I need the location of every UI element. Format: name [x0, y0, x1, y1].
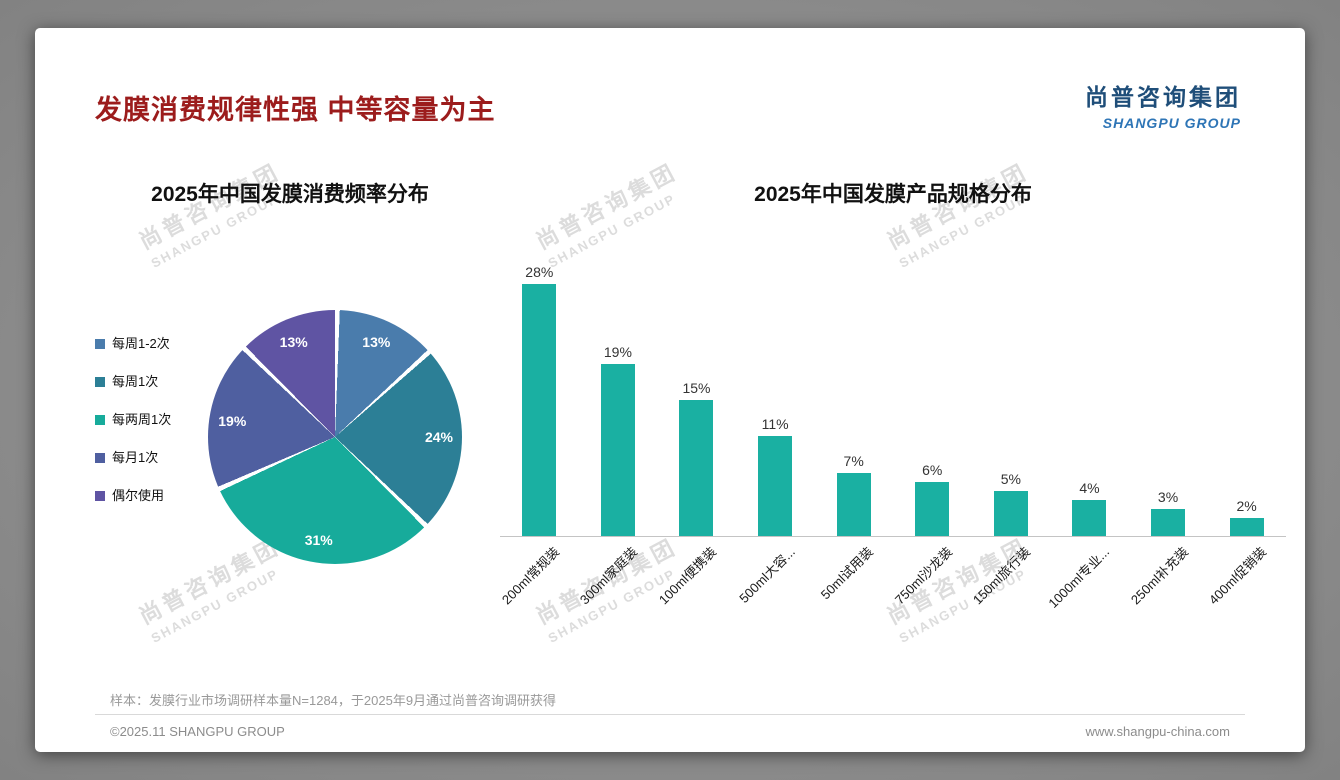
bar	[758, 436, 793, 536]
bar-value-label: 2%	[1236, 497, 1257, 514]
pie-chart: 13% 24% 31% 19% 13%	[208, 310, 462, 564]
bar-group: 3% 250ml补充装	[1128, 264, 1208, 608]
legend-label: 每周1次	[112, 374, 159, 389]
watermark: 尚普咨询集团 SHANGPU GROUP	[133, 154, 294, 271]
pie-slice-label: 13%	[362, 333, 391, 350]
logo-en-text: SHANGPU GROUP	[1102, 115, 1241, 131]
bar	[1072, 499, 1107, 536]
pie-slice-label: 31%	[304, 531, 333, 548]
legend-swatch	[95, 490, 105, 501]
bar-category-label: 250ml补充装	[1127, 544, 1191, 608]
legend-label: 每月1次	[112, 450, 159, 465]
bar-chart-plot: 28% 200ml常规装 19% 300ml家庭装 15% 100ml便携装 11% 500m…	[499, 264, 1286, 611]
pie-slice-label: 13%	[279, 333, 308, 350]
bar-value-label: 3%	[1157, 488, 1179, 505]
bar-group: 19% 300ml家庭装	[577, 264, 658, 608]
bar-value-label: 11%	[761, 416, 789, 433]
bar-chart: 28% 200ml常规装 19% 300ml家庭装 15% 100ml便携装 11% 500m…	[499, 264, 1286, 611]
watermark-en: SHANGPU GROUP	[148, 565, 282, 646]
pie-chart-title: 2025年中国发膜消费频率分布	[151, 183, 429, 206]
bar-group: 5% 150ml旅行装	[970, 264, 1051, 608]
bar-group: 6% 750ml沙龙装	[892, 264, 972, 608]
bar-category-label: 400ml促销装	[1206, 544, 1270, 608]
watermark: 尚普咨询集团 SHANGPU GROUP	[881, 154, 1042, 271]
bar-value-label: 15%	[682, 380, 711, 396]
bar-value-label: 4%	[1079, 479, 1100, 496]
legend-item: 偶尔使用	[95, 488, 171, 503]
legend-swatch	[95, 414, 105, 425]
bar-group: 7% 50ml试用装	[814, 264, 893, 603]
legend-item: 每两周1次	[95, 412, 171, 427]
bar-category-label: 100ml便携装	[655, 544, 720, 608]
legend-label: 每两周1次	[112, 412, 172, 427]
legend-swatch	[95, 376, 105, 387]
company-logo: 尚普咨询集团 SHANGPU GROUP	[1085, 78, 1241, 131]
legend-swatch	[95, 452, 105, 463]
bar-group: 11% 500ml大容...	[736, 264, 815, 606]
bar	[600, 363, 635, 536]
bar-value-label: 6%	[922, 461, 943, 478]
legend-item: 每周1-2次	[95, 336, 171, 351]
bar	[1151, 508, 1186, 536]
pie-legend: 每周1-2次 每周1次每两周1次每月1次偶尔使用	[95, 336, 171, 503]
bar-group: 2% 400ml促销装	[1206, 264, 1286, 607]
pie-slice-label: 19%	[218, 412, 247, 429]
bar-category-label: 150ml旅行装	[970, 544, 1034, 608]
bar-value-label: 7%	[843, 452, 864, 469]
legend-label: 每周1-2次	[112, 336, 170, 351]
legend-item: 每月1次	[95, 450, 171, 465]
bar-value-label: 28%	[525, 264, 554, 280]
bar	[522, 284, 557, 536]
bar-group: 4% 1000ml专业...	[1045, 264, 1129, 611]
bar-value-label: 5%	[1000, 470, 1021, 487]
bar-group: 15% 100ml便携装	[656, 264, 736, 607]
legend-item: 每周1次	[95, 374, 171, 389]
bar	[915, 481, 950, 536]
slide-card: 尚普咨询集团 SHANGPU GROUP 尚普咨询集团 SHANGPU GROU…	[35, 28, 1305, 752]
bar-value-label: 19%	[603, 343, 632, 360]
legend-swatch	[95, 338, 105, 349]
sample-footnote: 样本：发膜行业市场调研样本量N=1284，于2025年9月通过尚普咨询调研获得	[110, 693, 557, 708]
bar-group: 28% 200ml常规装	[499, 264, 579, 607]
logo-cn-text: 尚普咨询集团	[1085, 84, 1241, 110]
bar	[993, 490, 1028, 536]
pie-slice-label: 24%	[424, 429, 454, 445]
footer-divider	[95, 714, 1245, 715]
bar-chart-title: 2025年中国发膜产品规格分布	[754, 183, 1032, 206]
footer-website: www.shangpu-china.com	[1085, 724, 1230, 739]
watermark: 尚普咨询集团 SHANGPU GROUP	[530, 154, 691, 271]
bar-category-label: 750ml沙龙装	[891, 544, 955, 608]
page-title: 发膜消费规律性强 中等容量为主	[95, 95, 496, 125]
bar-category-label: 200ml常规装	[498, 544, 563, 608]
bar-category-label: 1000ml专业...	[1045, 544, 1113, 611]
bar	[1229, 517, 1264, 536]
pie-graphic	[208, 310, 462, 564]
bar	[836, 472, 871, 536]
legend-label: 偶尔使用	[112, 488, 165, 503]
bar	[679, 400, 714, 536]
bar-category-label: 300ml家庭装	[577, 544, 641, 608]
bar-category-label: 500ml大容...	[736, 544, 798, 606]
footer-copyright: ©2025.11 SHANGPU GROUP	[110, 724, 285, 739]
bar-category-label: 50ml试用装	[818, 544, 877, 603]
